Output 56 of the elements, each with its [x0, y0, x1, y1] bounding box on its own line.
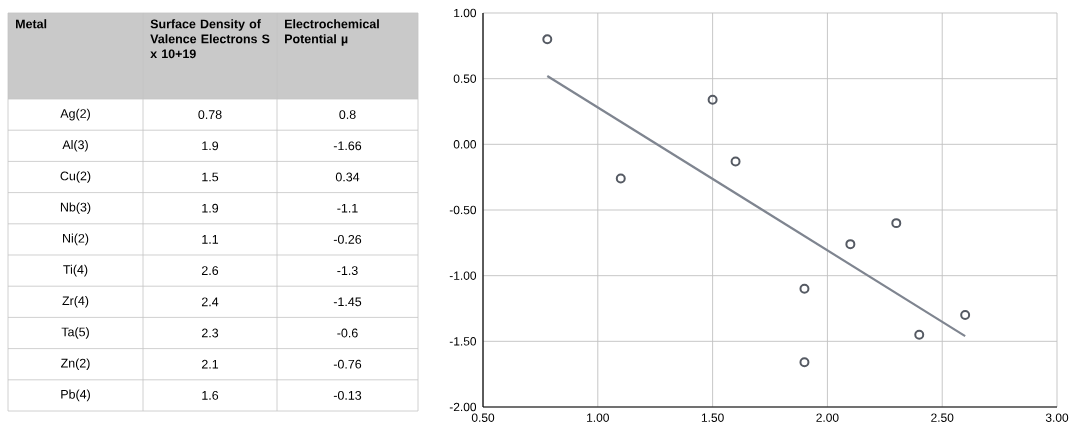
- y-tick-label: 1.00: [454, 8, 477, 18]
- text: Nb(3): [60, 202, 91, 214]
- text: 1.9: [202, 141, 219, 151]
- point: [914, 329, 925, 340]
- y-tick-label: -1.50: [449, 337, 477, 346]
- text: -1.66: [333, 141, 362, 151]
- category-label: Metal: [16, 19, 47, 29]
- text: 1.1: [202, 235, 219, 244]
- text: -0.13: [333, 391, 362, 400]
- text: -1.3: [337, 266, 358, 276]
- x-tick-label: 3.00: [1045, 413, 1069, 422]
- text: Zn(2): [61, 358, 90, 370]
- text: -0.76: [333, 359, 362, 369]
- y-tick-label: -1.00: [449, 271, 477, 280]
- x-tick-label: 2.50: [931, 413, 954, 422]
- y-tick-label: -0.50: [449, 205, 477, 215]
- text: -1.1: [337, 203, 358, 213]
- text: Ag(2): [60, 108, 90, 121]
- text: 1.9: [202, 203, 219, 213]
- x-tick-label: 1.00: [587, 413, 609, 422]
- text: Ni(2): [63, 233, 89, 246]
- point: [707, 94, 718, 105]
- y-tick-label: 0.00: [453, 140, 477, 149]
- x-tick-label: 2.00: [816, 413, 839, 422]
- point: [960, 310, 971, 321]
- y-tick-label: -2.00: [449, 402, 477, 412]
- text: 0.8: [339, 110, 356, 120]
- text: 0.34: [335, 172, 360, 182]
- point: [799, 283, 810, 294]
- text: Al(3): [62, 139, 88, 152]
- x-tick-label: 1.50: [701, 413, 724, 422]
- y-tick-label: 0.50: [453, 74, 477, 83]
- point: [845, 239, 856, 250]
- text: 1.6: [202, 391, 219, 400]
- text: 2.4: [201, 297, 219, 307]
- text: Ta(5): [61, 327, 89, 339]
- text: 1.5: [202, 172, 219, 182]
- x-tick-label: 0.50: [471, 413, 495, 422]
- text: Zr(4): [62, 295, 89, 308]
- category-label: Surface Density of Valence Electrons S x 10+19: [150, 19, 270, 59]
- text: Cu(2): [60, 171, 91, 183]
- text: -0.6: [337, 328, 358, 338]
- text: Pb(4): [61, 389, 90, 402]
- text: 0.78: [198, 110, 222, 120]
- text: Ti(4): [63, 264, 88, 277]
- text: 2.6: [201, 266, 219, 276]
- text: -0.26: [333, 235, 362, 244]
- text: 2.1: [201, 359, 219, 369]
- point: [542, 34, 553, 45]
- point: [891, 218, 902, 229]
- point: [615, 173, 626, 184]
- point: [730, 156, 741, 167]
- point: [799, 357, 810, 368]
- text: -1.45: [333, 297, 362, 307]
- category-label: Electrochemical Potential µ: [285, 19, 379, 46]
- text: 2.3: [201, 328, 219, 338]
